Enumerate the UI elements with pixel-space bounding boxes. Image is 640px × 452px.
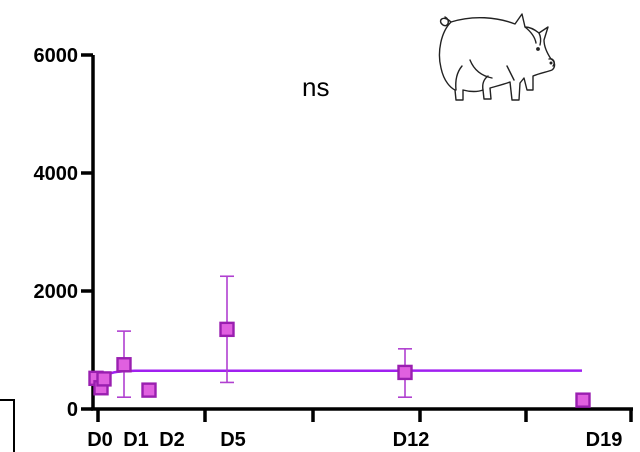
data-point xyxy=(397,364,413,381)
x-tick-label: D12 xyxy=(393,429,430,451)
y-tick-label: 2000 xyxy=(34,281,79,303)
data-point xyxy=(116,357,132,373)
data-point xyxy=(141,382,157,398)
pig-icon xyxy=(438,13,556,101)
x-tick-label: D5 xyxy=(220,429,246,451)
y-tick-label: 0 xyxy=(67,399,78,421)
partial-frame xyxy=(0,399,15,452)
annotation-ns: ns xyxy=(302,72,329,102)
data-point xyxy=(219,321,235,338)
x-tick-label: D0 xyxy=(87,429,113,451)
fit-curve-layer xyxy=(95,369,582,385)
data-point-layer xyxy=(88,321,591,408)
data-point xyxy=(96,371,112,387)
y-tick-label: 6000 xyxy=(34,45,79,67)
y-tick-label: 4000 xyxy=(34,163,79,185)
x-tick-label: D19 xyxy=(586,429,623,451)
x-ticks: D0 D1 D2 D5 D12 D19 xyxy=(87,409,633,451)
fit-curve xyxy=(95,369,582,385)
x-tick-label: D1 xyxy=(123,429,149,451)
y-ticks: 0 2000 4000 6000 xyxy=(34,45,93,421)
x-tick-label: D2 xyxy=(159,429,185,451)
data-point xyxy=(575,392,591,408)
error-bar-layer xyxy=(117,275,412,399)
